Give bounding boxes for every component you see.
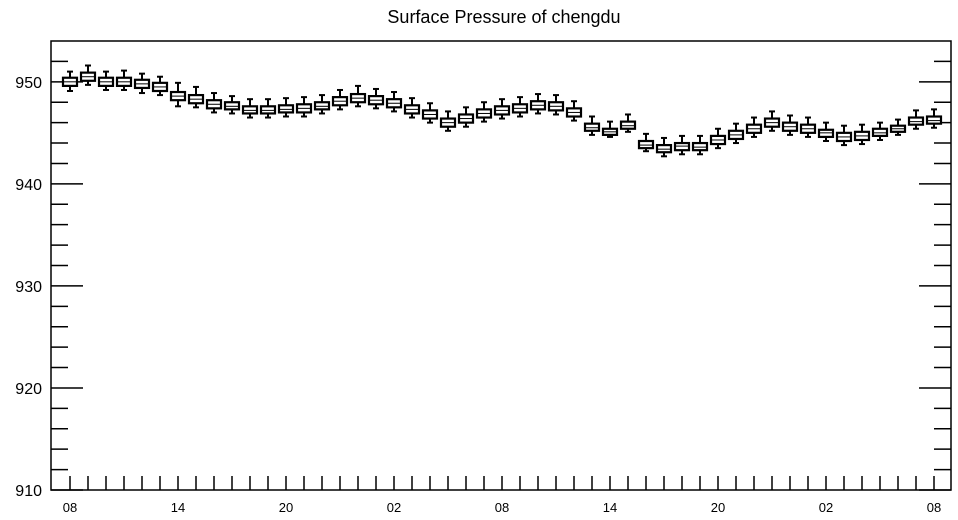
box-mark — [763, 110, 781, 132]
box-body — [871, 127, 889, 138]
box-mark — [385, 91, 403, 113]
box-body — [223, 101, 241, 111]
box-mark — [151, 75, 169, 97]
box-mark — [313, 94, 331, 115]
box-mark — [295, 96, 313, 118]
box-mark — [367, 87, 385, 110]
x-tick-label: 08 — [927, 500, 941, 515]
box-mark — [853, 123, 871, 146]
box-mark — [691, 134, 709, 156]
x-tick-label: 20 — [279, 500, 293, 515]
box-mark — [115, 69, 133, 91]
y-tick-label: 950 — [15, 75, 42, 92]
box-mark — [457, 106, 475, 128]
box-mark — [511, 96, 529, 118]
box-mark — [277, 97, 295, 118]
y-axis: 910 920 930 940 950 — [15, 60, 951, 500]
y-tick-label: 910 — [15, 483, 42, 500]
box-mark — [583, 115, 601, 136]
box-mark — [223, 95, 241, 115]
box-mark — [133, 72, 151, 95]
box-series — [61, 64, 943, 158]
x-tick-label: 20 — [711, 500, 725, 515]
box-body — [313, 101, 331, 111]
y-tick-label: 940 — [15, 177, 42, 194]
x-tick-label: 02 — [819, 500, 833, 515]
box-mark — [673, 134, 691, 156]
box-mark — [889, 118, 907, 136]
box-body — [277, 104, 295, 114]
box-mark — [925, 108, 943, 129]
box-mark — [331, 88, 349, 111]
box-mark — [547, 94, 565, 116]
box-body — [925, 115, 943, 125]
box-mark — [205, 92, 223, 114]
box-mark — [745, 116, 763, 138]
box-body — [259, 105, 277, 115]
box-mark — [169, 81, 187, 108]
box-mark — [907, 109, 925, 130]
y-tick-label: 930 — [15, 279, 42, 296]
box-mark — [835, 124, 853, 147]
box-mark — [565, 100, 583, 122]
box-body — [907, 116, 925, 126]
y-tick-label: 920 — [15, 381, 42, 398]
box-body — [637, 139, 655, 150]
box-body — [241, 105, 259, 115]
box-body — [817, 128, 835, 139]
box-mark — [871, 121, 889, 141]
box-mark — [637, 132, 655, 153]
box-mark — [529, 93, 547, 115]
box-mark — [493, 98, 511, 120]
box-mark — [781, 114, 799, 136]
x-tick-label: 02 — [387, 500, 401, 515]
box-body — [583, 122, 601, 132]
box-mark — [817, 121, 835, 143]
box-mark — [97, 70, 115, 91]
chart-title: Surface Pressure of chengdu — [387, 7, 620, 27]
box-mark — [727, 122, 745, 145]
box-mark — [259, 98, 277, 119]
x-tick-label: 08 — [495, 500, 509, 515]
box-mark — [799, 116, 817, 138]
box-mark — [709, 127, 727, 150]
box-mark — [403, 97, 421, 119]
box-mark — [421, 102, 439, 124]
box-body — [619, 120, 637, 130]
box-mark — [187, 85, 205, 109]
box-mark — [601, 120, 619, 138]
x-tick-label: 14 — [171, 500, 185, 515]
box-mark — [619, 113, 637, 133]
x-tick-label: 14 — [603, 500, 617, 515]
box-mark — [349, 84, 367, 108]
box-mark — [241, 98, 259, 119]
x-tick-label: 08 — [63, 500, 77, 515]
box-mark — [439, 110, 457, 132]
box-mark — [79, 64, 97, 86]
x-axis: 08 14 20 02 08 14 20 02 08 — [63, 476, 941, 515]
box-mark — [655, 136, 673, 158]
box-mark — [61, 70, 79, 93]
box-mark — [475, 101, 493, 123]
box-body — [673, 141, 691, 152]
box-body — [655, 143, 673, 154]
box-body — [691, 141, 709, 152]
